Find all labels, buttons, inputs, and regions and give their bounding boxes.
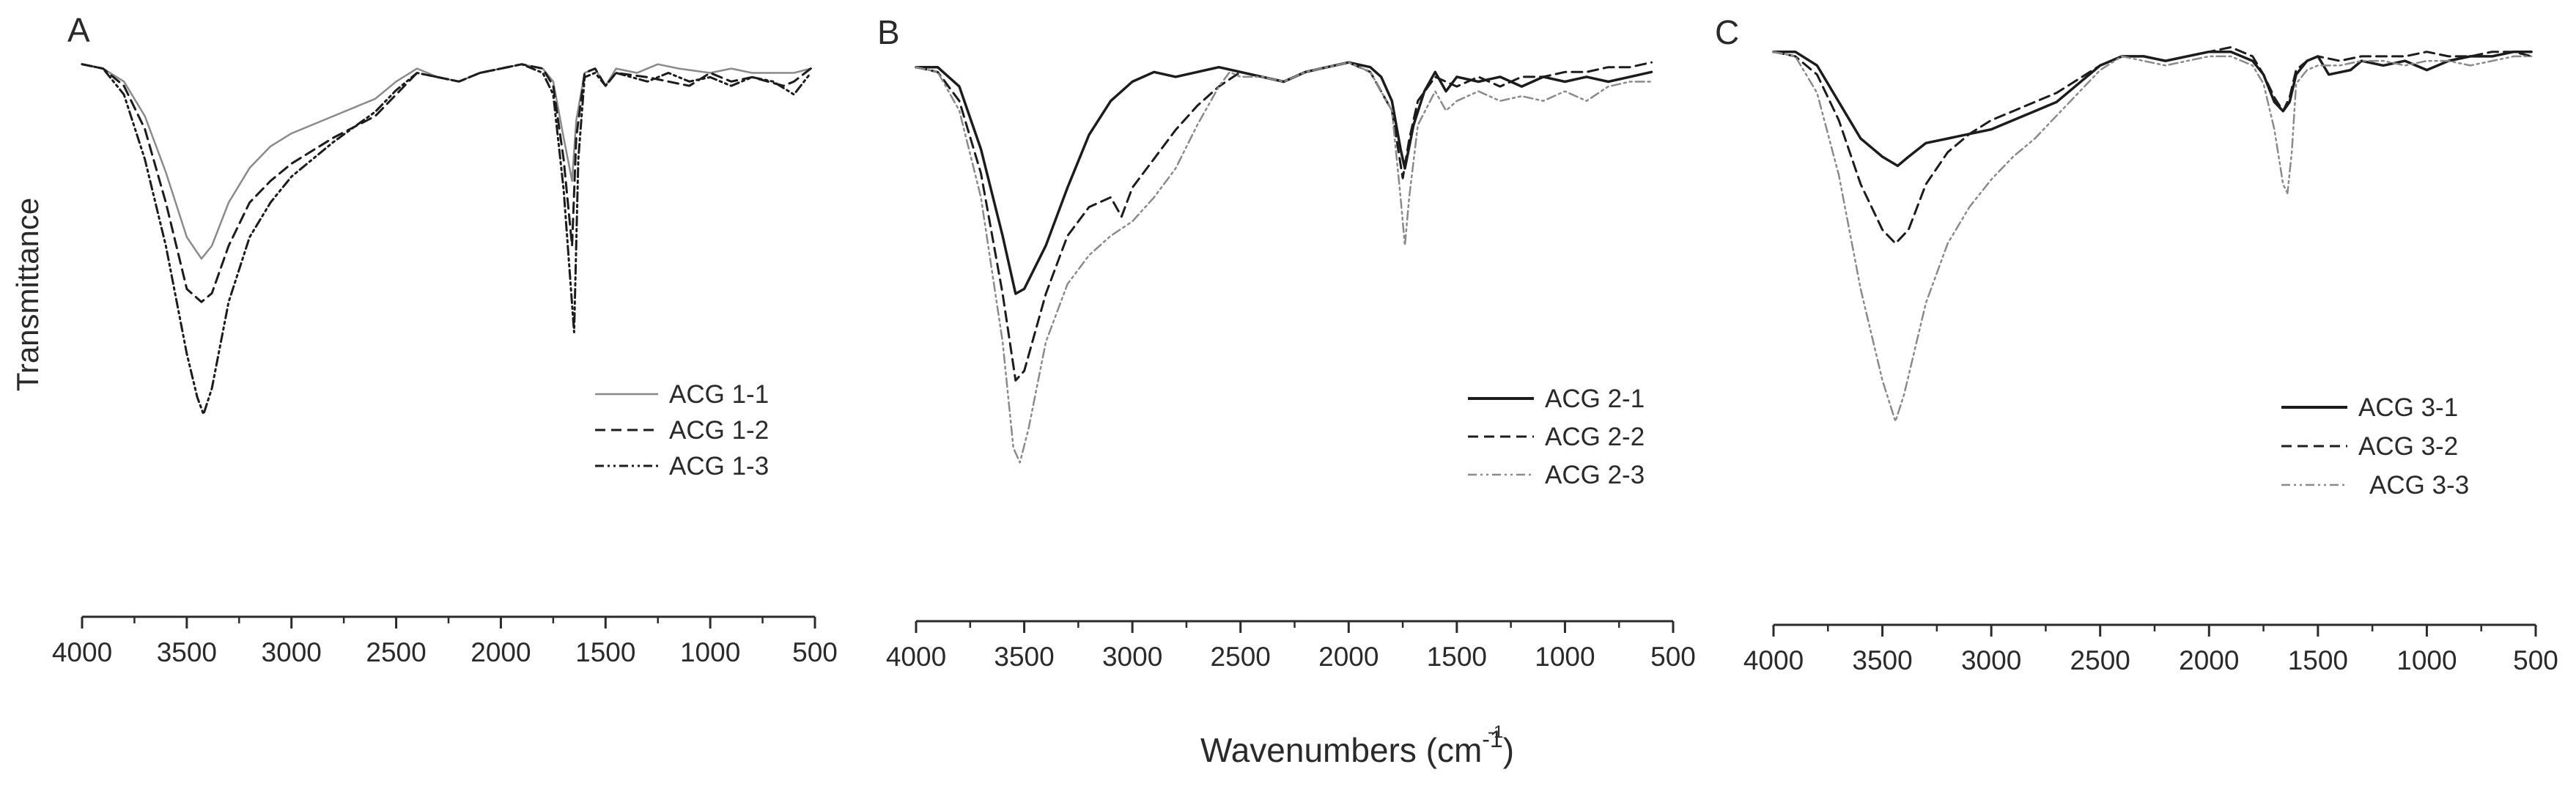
x-tick-label: 4000: [52, 637, 112, 667]
x-tick-label: 2000: [1318, 642, 1379, 672]
x-tick-label: 3500: [994, 642, 1054, 672]
x-axis-title-close: ): [1503, 731, 1514, 769]
x-tick-label: 3000: [262, 637, 322, 667]
x-tick-label: 1500: [2288, 645, 2348, 675]
x-axis-title-superscript: -1: [1482, 726, 1502, 752]
x-tick-label: 1500: [575, 637, 635, 667]
panel-c: C 4000 3500 3000 2500 2000 1500 1000 500 ACG 3-…: [1715, 13, 2558, 675]
panel-a-axis: 4000 3500 3000 2500 2000 1500 1000 500: [52, 615, 838, 667]
x-tick-label: 1000: [2396, 645, 2457, 675]
x-axis-title-text: Wavenumbers (cm: [1200, 731, 1482, 769]
x-tick-label: 1000: [680, 637, 740, 667]
legend-label-acg-3-2: ACG 3-2: [2358, 432, 2458, 461]
series-line-acg-3-3: [1772, 51, 2533, 423]
x-tick-label: 2000: [2179, 645, 2239, 675]
series-line-acg-1-3: [81, 63, 812, 416]
legend-label-acg-2-2: ACG 2-2: [1545, 423, 1645, 451]
panel-b-plot: [915, 61, 1653, 464]
x-tick-label: 2500: [366, 637, 426, 667]
legend-label-acg-1-2: ACG 1-2: [669, 416, 769, 445]
panel-b-axis: 4000 3500 3000 2500 2000 1500 1000 500: [886, 620, 1696, 672]
panel-a-legend: ACG 1-1 ACG 1-2 ACG 1-3: [595, 380, 769, 481]
panel-a-plot: [81, 63, 812, 416]
x-tick-label: 2500: [2070, 645, 2130, 675]
x-tick-label: 3500: [1852, 645, 1912, 675]
panel-c-legend: ACG 3-1 ACG 3-2 ACG 3-3: [2281, 393, 2469, 500]
legend-label-acg-1-3: ACG 1-3: [669, 452, 769, 481]
panel-c-plot: [1772, 46, 2533, 423]
legend-label-acg-3-3: ACG 3-3: [2369, 471, 2469, 500]
panel-b-legend: ACG 2-1 ACG 2-2 ACG 2-3: [1468, 385, 1645, 489]
y-axis-title: Transmittance: [10, 198, 45, 392]
panel-b-label: B: [877, 13, 900, 51]
panel-c-label: C: [1715, 13, 1739, 51]
x-tick-label: 1500: [1427, 642, 1487, 672]
legend-label-acg-2-1: ACG 2-1: [1545, 385, 1645, 413]
x-tick-label: 3000: [1961, 645, 2021, 675]
x-axis-title: Wavenumbers (cm-1): [1200, 726, 1514, 769]
legend-label-acg-3-1: ACG 3-1: [2358, 393, 2458, 422]
legend-label-acg-2-3: ACG 2-3: [1545, 461, 1645, 489]
x-tick-label: 3000: [1102, 642, 1162, 672]
x-tick-label: 500: [2513, 645, 2558, 675]
panel-a-label: A: [67, 11, 90, 49]
panel-a: A 4000 3500 3000 2500 2000 1500 1000 500 ACG 1-…: [52, 11, 838, 667]
panel-b: B 4000 3500 3000 2500 2000 1500 1000 500 ACG 2-…: [877, 13, 1696, 672]
series-line-acg-2-3: [915, 61, 1653, 464]
x-tick-label: 3500: [157, 637, 217, 667]
series-line-acg-3-2: [1772, 46, 2533, 245]
x-tick-label: 4000: [886, 642, 946, 672]
x-tick-label: 4000: [1743, 645, 1804, 675]
panel-c-axis: 4000 3500 3000 2500 2000 1500 1000 500: [1743, 623, 2558, 675]
x-tick-label: 1000: [1535, 642, 1595, 672]
x-tick-label: 500: [1650, 642, 1696, 672]
stray-superscript: -1: [1488, 722, 1503, 742]
legend-label-acg-1-1: ACG 1-1: [669, 380, 769, 409]
x-tick-label: 2500: [1211, 642, 1271, 672]
x-tick-label: 500: [792, 637, 838, 667]
x-tick-label: 2000: [470, 637, 531, 667]
